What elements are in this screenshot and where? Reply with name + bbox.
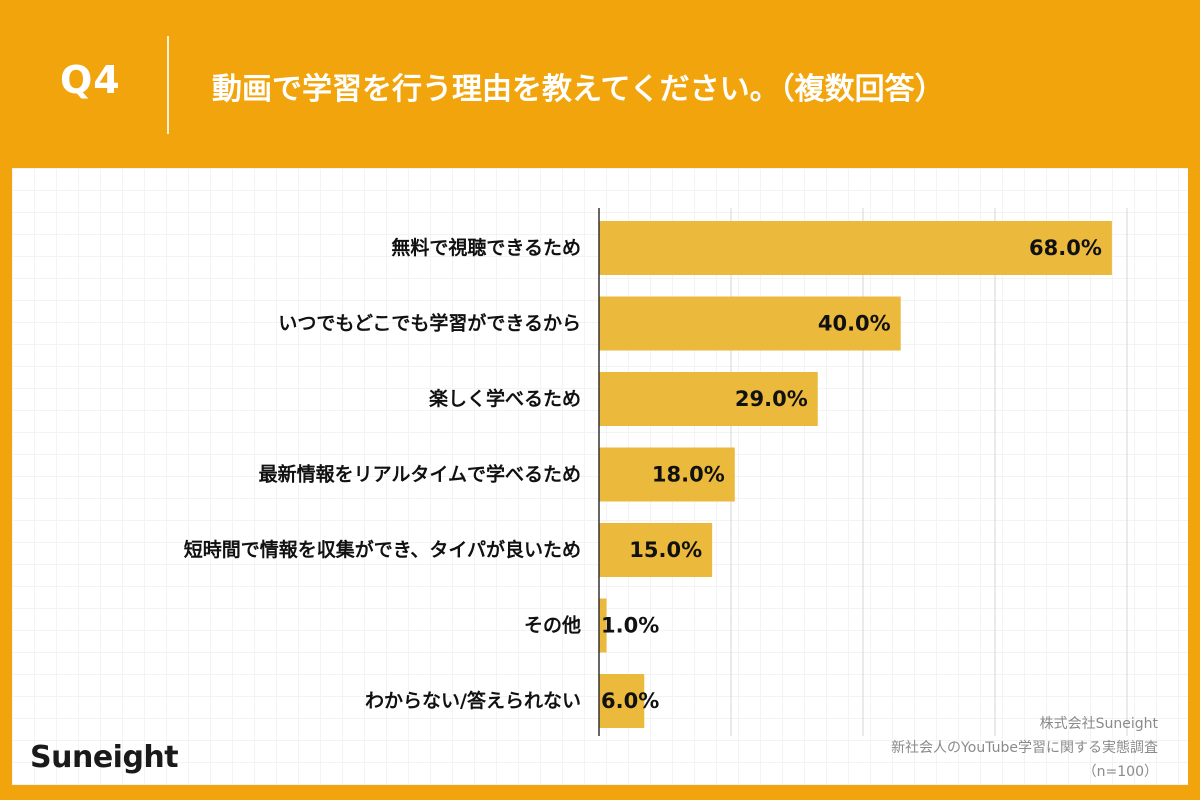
value-label: 40.0% (818, 312, 891, 336)
value-label: 6.0% (601, 689, 659, 713)
source-survey: 新社会人のYouTube学習に関する実態調査 (891, 740, 1158, 756)
header-divider (167, 36, 169, 134)
source-company: 株式会社Suneight (1039, 716, 1158, 732)
category-label: 無料で視聴できるため (391, 236, 581, 259)
bar (599, 372, 818, 426)
value-label: 68.0% (1029, 236, 1102, 260)
value-label: 1.0% (601, 614, 659, 638)
bar-chart: 無料で視聴できるため 68.0% いつでもどこでも学習ができるから 40.0% 楽しく学… (184, 208, 1128, 736)
bar (599, 221, 1112, 275)
value-label: 15.0% (629, 538, 702, 562)
category-label: その他 (524, 614, 581, 637)
category-label: いつでもどこでも学習ができるから (278, 312, 581, 335)
source-note: 株式会社Suneight 新社会人のYouTube学習に関する実態調査 （n=1… (891, 712, 1158, 784)
category-label: 最新情報をリアルタイムで学べるため (259, 463, 581, 486)
question-number: Q4 (60, 58, 121, 102)
brand-logo: Suneight (30, 740, 179, 775)
chart-card: 無料で視聴できるため 68.0% いつでもどこでも学習ができるから 40.0% 楽しく学… (12, 168, 1188, 785)
source-sample: （n=100） (1082, 764, 1158, 780)
bar (599, 447, 735, 502)
bar (599, 598, 607, 653)
category-label: 楽しく学べるため (429, 387, 581, 410)
bar (599, 674, 645, 728)
category-label: わからない/答えられない (365, 689, 581, 712)
question-title: 動画で学習を行う理由を教えてください。（複数回答） (212, 72, 945, 107)
bar (599, 296, 901, 351)
header: Q4 動画で学習を行う理由を教えてください。（複数回答） (0, 0, 1200, 168)
value-label: 29.0% (735, 387, 808, 411)
category-label: 短時間で情報を収集ができ、タイパが良いため (184, 538, 581, 561)
bar (599, 523, 713, 577)
value-label: 18.0% (652, 463, 725, 487)
